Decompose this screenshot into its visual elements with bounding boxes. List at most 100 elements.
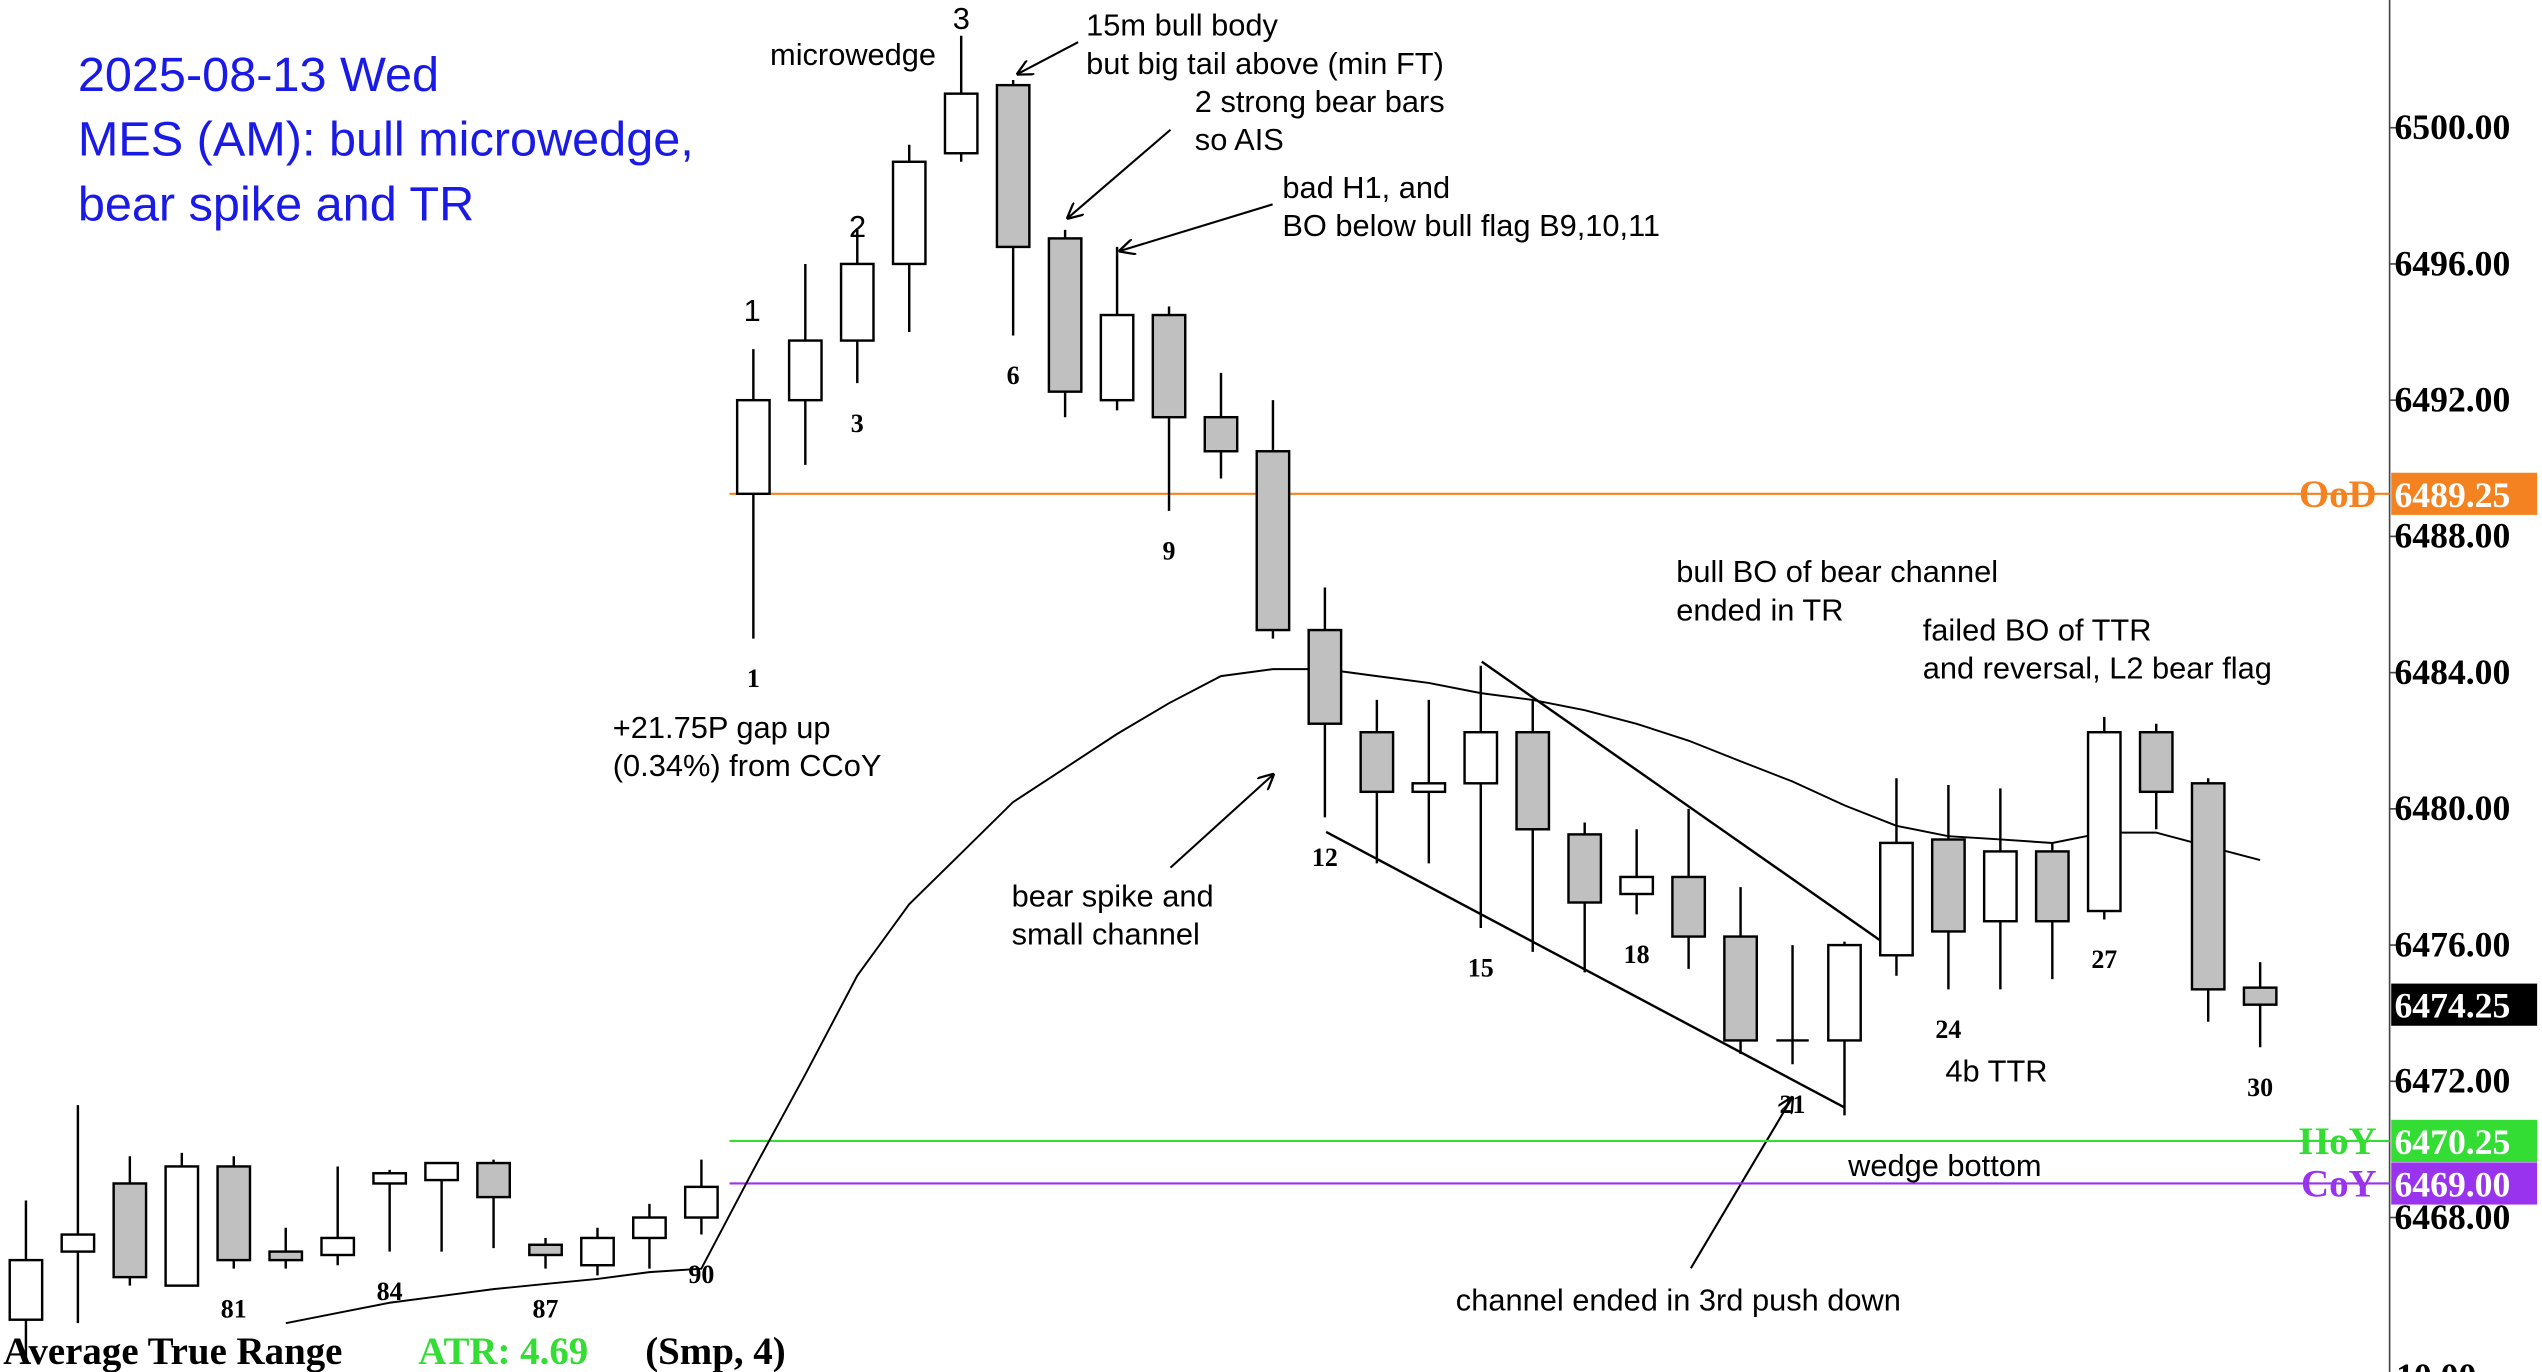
candle-body (60, 1233, 96, 1253)
level-name: OoD (2299, 473, 2377, 516)
plot-layer: 6468.006472.006476.006480.006484.006488.… (8, 1, 2538, 1361)
candle-body (1255, 450, 1291, 632)
y-tick-label: 6488.00 (2394, 516, 2510, 556)
atr-params: (Smp, 4) (645, 1330, 785, 1372)
annotation: BO below bull flag B9,10,11 (1282, 208, 1660, 243)
candle-body (2138, 731, 2174, 794)
candle-body (320, 1236, 356, 1257)
bar-number: 84 (377, 1277, 403, 1306)
annotation: small channel (1012, 917, 1200, 952)
y-tick-label: 6472.00 (2394, 1061, 2510, 1101)
candle-body (1723, 935, 1759, 1042)
candle-body (1463, 731, 1499, 785)
candle-body (787, 339, 823, 402)
annotation: 15m bull body (1086, 8, 1278, 43)
candle-body (1099, 313, 1135, 402)
bar-number: 18 (1624, 940, 1650, 969)
candle-body (1151, 313, 1187, 419)
bar-number: 3 (851, 409, 864, 438)
candle-body (476, 1161, 511, 1199)
candle-body (943, 92, 979, 155)
y-tick-label: 6480.00 (2394, 788, 2510, 828)
arrow (1689, 1096, 1793, 1269)
candle-body (1879, 841, 1914, 957)
candle-body (1619, 875, 1655, 896)
candle-body (164, 1165, 200, 1287)
annotation: 1 (744, 293, 761, 328)
candle-body (424, 1161, 460, 1182)
channel-line (1481, 660, 1898, 953)
arrow (1119, 203, 1273, 251)
candle-body (1359, 731, 1395, 794)
annotation: wedge bottom (1847, 1148, 2041, 1183)
moving-average (285, 668, 2261, 1325)
atr-value: ATR: 4.69 (418, 1330, 588, 1372)
y-tick-label: 6484.00 (2394, 652, 2510, 692)
arrow (1067, 128, 1172, 219)
bar-number: 90 (688, 1260, 714, 1289)
bar-number: 12 (1312, 843, 1338, 872)
candle-body (528, 1243, 563, 1257)
candle-body (839, 262, 875, 342)
annotation: failed BO of TTR (1923, 613, 2152, 648)
annotation: microwedge (770, 37, 936, 72)
candle-body (891, 160, 927, 266)
candle-body (632, 1216, 667, 1240)
bar-number: 1 (747, 664, 760, 693)
bar-number: 30 (2247, 1073, 2273, 1102)
level-name: HoY (2299, 1120, 2377, 1163)
atr-axis-label: 10.00 (2396, 1356, 2476, 1372)
bar-number: 87 (533, 1294, 559, 1323)
chart-title: MES (AM): bull microwedge, (78, 113, 694, 167)
candle-body (1515, 731, 1551, 831)
annotation: but big tail above (min FT) (1086, 46, 1444, 81)
y-tick-label: 6500.00 (2394, 107, 2510, 147)
candle-body (1827, 943, 1862, 1042)
candle-body (2190, 782, 2226, 991)
annotation: 2 strong bear bars (1195, 84, 1445, 119)
candle-body (2242, 986, 2278, 1006)
candle-body (8, 1258, 44, 1321)
candle-body (112, 1182, 148, 1279)
candle-body (1047, 237, 1083, 393)
level-box (2391, 472, 2538, 515)
level-box (2391, 1162, 2538, 1205)
annotation: and reversal, L2 bear flag (1923, 651, 2272, 686)
y-tick-label: 6492.00 (2394, 380, 2510, 420)
annotation: channel ended in 3rd push down (1456, 1282, 1901, 1317)
bar-number: 9 (1163, 536, 1176, 565)
annotation: bad H1, and (1282, 170, 1450, 205)
bar-number: 27 (2091, 945, 2117, 974)
candle-body (1203, 415, 1239, 453)
candle-body (1307, 628, 1343, 725)
annotation: so AIS (1195, 122, 1284, 157)
candle-body (995, 83, 1031, 249)
candle-body (216, 1165, 252, 1262)
bar-number: 81 (221, 1294, 247, 1323)
candle-body (580, 1236, 615, 1267)
level-name: CoY (2301, 1162, 2377, 1205)
level-value: 6489.25 (2394, 475, 2510, 515)
last-price: 6474.25 (2394, 986, 2510, 1026)
chart-title: bear spike and TR (78, 178, 474, 232)
annotation: +21.75P gap up (613, 710, 831, 745)
last-price-box (2391, 983, 2538, 1026)
bar-number: 24 (1935, 1015, 1961, 1044)
annotation: bull BO of bear channel (1676, 554, 1998, 589)
annotation: (0.34%) from CCoY (613, 748, 882, 783)
candle-body (1411, 782, 1447, 794)
level-value: 6469.00 (2394, 1164, 2510, 1204)
candle-body (2034, 850, 2070, 923)
candle-body (372, 1172, 408, 1185)
y-tick-label: 6476.00 (2394, 924, 2510, 964)
annotation: bear spike and (1012, 879, 1214, 914)
annotation: 3 (953, 1, 970, 36)
level-value: 6470.25 (2394, 1122, 2510, 1162)
annotation: ended in TR (1676, 592, 1843, 627)
candle-body (1567, 833, 1603, 904)
candle-body (1982, 850, 2018, 923)
arrow (1016, 41, 1079, 74)
